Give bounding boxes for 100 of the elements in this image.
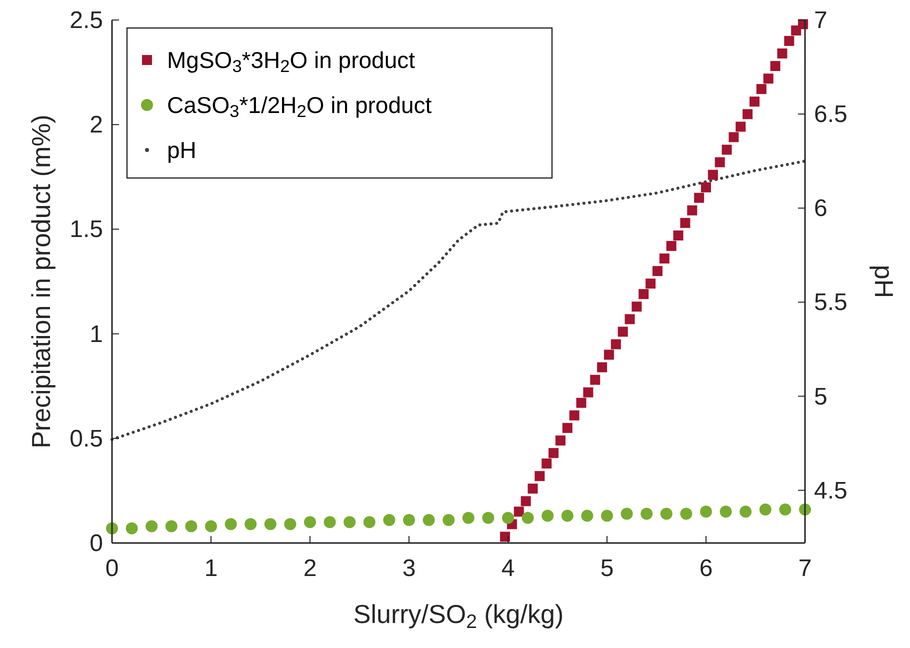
point <box>304 516 316 528</box>
point <box>701 182 711 192</box>
point <box>555 435 566 446</box>
point <box>562 422 572 433</box>
point <box>542 458 552 469</box>
x-tick-label: 5 <box>600 555 614 582</box>
point <box>561 510 574 522</box>
point <box>700 506 712 518</box>
point <box>146 520 158 532</box>
point <box>542 510 554 522</box>
point <box>344 516 356 528</box>
y2-tick-label: 4.5 <box>814 477 848 504</box>
point <box>604 350 614 360</box>
point <box>534 471 545 482</box>
point <box>759 504 772 516</box>
point <box>583 387 594 398</box>
point <box>363 516 376 528</box>
y-axis-title: Precipitation in product (m%) <box>26 114 56 448</box>
point <box>514 506 524 517</box>
point <box>714 157 725 168</box>
point <box>740 506 752 518</box>
point <box>652 266 662 276</box>
point <box>632 302 642 312</box>
point <box>756 84 766 94</box>
point <box>742 109 753 120</box>
point <box>624 314 635 324</box>
point <box>640 508 653 520</box>
point <box>728 132 739 142</box>
point <box>620 508 633 520</box>
point <box>597 362 608 372</box>
point <box>779 504 792 516</box>
point <box>520 496 531 506</box>
point <box>687 205 698 216</box>
point <box>569 410 580 420</box>
point <box>185 520 198 532</box>
point <box>576 398 586 408</box>
y-tick-label: 2.5 <box>70 7 103 34</box>
point <box>165 520 178 532</box>
point <box>244 518 257 530</box>
point <box>581 510 594 522</box>
y2-tick-label: 5 <box>814 383 828 410</box>
point <box>284 518 296 530</box>
x-tick-label: 4 <box>501 555 515 582</box>
point <box>680 508 692 520</box>
point <box>659 253 670 264</box>
point <box>383 514 396 526</box>
point <box>722 144 732 155</box>
point <box>264 518 276 530</box>
point <box>638 289 649 300</box>
point <box>324 516 336 528</box>
point <box>590 374 600 385</box>
point <box>680 218 690 228</box>
y2-tick-label: 7 <box>814 7 828 34</box>
point <box>205 520 217 532</box>
x-tick-label: 2 <box>303 555 317 582</box>
y-tick-label: 2 <box>90 112 103 139</box>
y2-axis-title: pH <box>869 264 899 298</box>
point <box>770 61 780 72</box>
point <box>482 512 494 524</box>
point <box>694 192 704 203</box>
x-tick-label: 3 <box>402 555 416 582</box>
point <box>673 230 684 240</box>
point <box>708 170 718 180</box>
point <box>442 514 455 526</box>
point <box>763 74 774 84</box>
legend-label: pH <box>167 137 196 163</box>
point <box>403 514 415 526</box>
y-tick-label: 1 <box>90 320 103 348</box>
y2-tick-label: 6 <box>814 195 828 222</box>
point <box>601 510 613 522</box>
x-tick-label: 7 <box>798 555 812 582</box>
y-tick-label: 0 <box>90 530 103 557</box>
point <box>720 506 732 518</box>
y2-tick-label: 5.5 <box>814 289 848 316</box>
point <box>736 122 746 132</box>
point <box>666 240 676 251</box>
point <box>660 508 672 520</box>
y-tick-label: 1.5 <box>70 216 103 244</box>
point <box>522 512 534 524</box>
x-axis-title: Slurry/SO$_{2}$ (kg/kg) <box>353 599 564 633</box>
legend-label: CaSO$_{3}$*1/2H$_{2}$O in product <box>167 92 432 122</box>
point <box>528 484 538 494</box>
point <box>777 48 788 58</box>
point <box>502 512 514 524</box>
point <box>462 512 474 524</box>
point <box>500 532 510 542</box>
point <box>610 339 621 350</box>
x-tick-label: 6 <box>699 555 713 582</box>
legend-label: MgSO$_{3}$*3H$_{2}$O in product <box>167 47 416 76</box>
point <box>750 96 760 107</box>
point <box>224 518 237 530</box>
point <box>548 448 559 458</box>
y-tick-label: 0.5 <box>70 425 103 452</box>
point <box>618 326 628 337</box>
point <box>784 36 794 46</box>
point <box>422 514 435 526</box>
x-tick-label: 1 <box>204 555 218 582</box>
point <box>646 278 656 289</box>
y2-tick-label: 6.5 <box>814 101 848 128</box>
point <box>126 522 138 534</box>
